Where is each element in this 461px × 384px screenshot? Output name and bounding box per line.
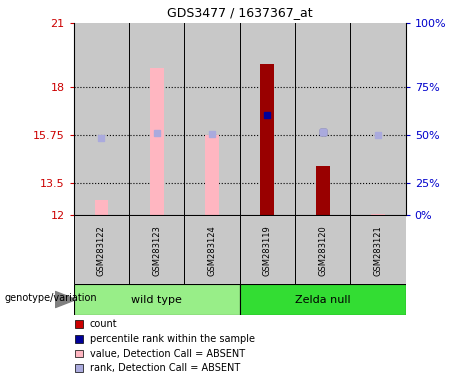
Bar xyxy=(74,284,240,315)
Bar xyxy=(74,215,129,284)
Text: GSM283121: GSM283121 xyxy=(373,225,383,276)
Bar xyxy=(75,320,83,328)
Bar xyxy=(129,23,184,215)
Bar xyxy=(129,215,184,284)
Text: GSM283119: GSM283119 xyxy=(263,225,272,276)
Bar xyxy=(205,135,219,215)
Text: percentile rank within the sample: percentile rank within the sample xyxy=(90,334,255,344)
Bar xyxy=(371,214,385,215)
Bar xyxy=(240,215,295,284)
Text: value, Detection Call = ABSENT: value, Detection Call = ABSENT xyxy=(90,349,245,359)
Text: rank, Detection Call = ABSENT: rank, Detection Call = ABSENT xyxy=(90,363,240,373)
Text: GSM283122: GSM283122 xyxy=(97,225,106,276)
Bar xyxy=(240,284,406,315)
Text: genotype/variation: genotype/variation xyxy=(5,293,97,303)
Bar xyxy=(150,68,164,215)
Text: GSM283124: GSM283124 xyxy=(207,225,217,276)
Bar xyxy=(316,166,330,215)
Bar xyxy=(75,335,83,343)
Text: wild type: wild type xyxy=(131,295,182,305)
Bar xyxy=(260,64,274,215)
Polygon shape xyxy=(55,291,76,308)
Bar xyxy=(295,23,350,215)
Text: count: count xyxy=(90,319,118,329)
Title: GDS3477 / 1637367_at: GDS3477 / 1637367_at xyxy=(167,6,313,19)
Bar xyxy=(75,364,83,372)
Bar xyxy=(184,23,240,215)
Bar xyxy=(350,215,406,284)
Text: GSM283123: GSM283123 xyxy=(152,225,161,276)
Bar xyxy=(74,23,129,215)
Bar xyxy=(240,23,295,215)
Text: GSM283120: GSM283120 xyxy=(318,225,327,276)
Bar xyxy=(350,23,406,215)
Bar xyxy=(295,215,350,284)
Text: Zelda null: Zelda null xyxy=(295,295,350,305)
Bar xyxy=(75,349,83,357)
Bar xyxy=(184,215,240,284)
Bar xyxy=(95,200,108,215)
